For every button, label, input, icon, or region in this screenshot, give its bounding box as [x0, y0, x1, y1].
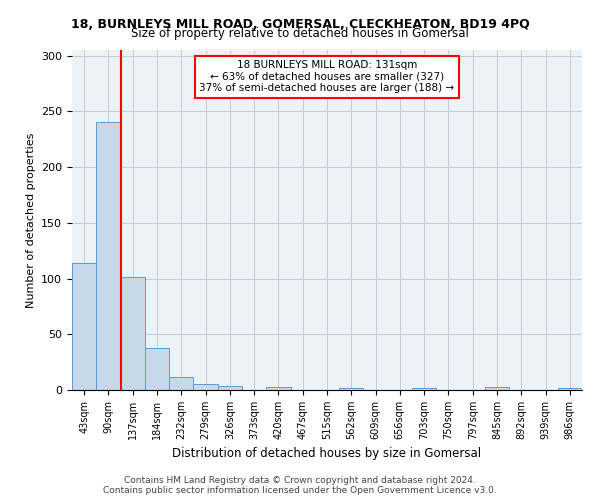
Text: Size of property relative to detached houses in Gomersal: Size of property relative to detached ho…	[131, 28, 469, 40]
Bar	[169, 376, 193, 390]
Bar	[193, 384, 218, 390]
Bar	[145, 348, 169, 390]
Bar	[266, 386, 290, 390]
X-axis label: Distribution of detached houses by size in Gomersal: Distribution of detached houses by size …	[172, 448, 482, 460]
Bar	[72, 263, 96, 390]
Text: 18, BURNLEYS MILL ROAD, GOMERSAL, CLECKHEATON, BD19 4PQ: 18, BURNLEYS MILL ROAD, GOMERSAL, CLECKH…	[71, 18, 529, 30]
Bar	[412, 388, 436, 390]
Bar	[339, 388, 364, 390]
Bar	[485, 386, 509, 390]
Text: 18 BURNLEYS MILL ROAD: 131sqm
← 63% of detached houses are smaller (327)
37% of : 18 BURNLEYS MILL ROAD: 131sqm ← 63% of d…	[199, 60, 455, 94]
Bar	[96, 122, 121, 390]
Text: Contains HM Land Registry data © Crown copyright and database right 2024.
Contai: Contains HM Land Registry data © Crown c…	[103, 476, 497, 495]
Bar	[218, 386, 242, 390]
Y-axis label: Number of detached properties: Number of detached properties	[26, 132, 35, 308]
Bar	[121, 278, 145, 390]
Bar	[558, 388, 582, 390]
